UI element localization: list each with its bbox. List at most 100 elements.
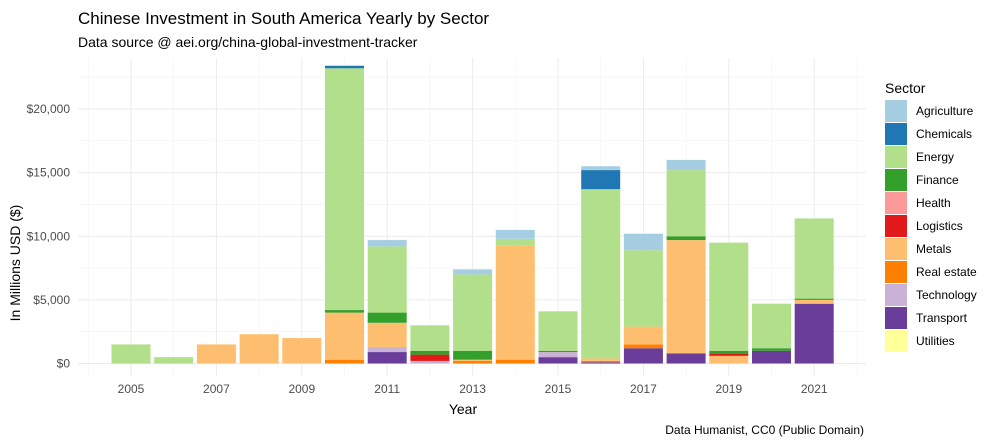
- legend-items: Agriculture Chemicals Energy Finance Health L…: [885, 100, 977, 352]
- bar-segment-energy: [581, 189, 621, 359]
- chart-title: Chinese Investment in South America Year…: [78, 9, 489, 28]
- bar-segment-metals: [495, 245, 535, 360]
- bars: [111, 65, 834, 364]
- bar-segment-metals: [239, 334, 279, 364]
- y-axis-title: In Millions USD ($): [7, 205, 23, 322]
- bar-segment-finance: [709, 350, 749, 354]
- bar-segment-agriculture: [453, 269, 493, 275]
- legend-label-transport: Transport: [916, 311, 968, 325]
- bar-segment-energy: [495, 238, 535, 246]
- legend-swatch-energy: [885, 146, 907, 168]
- y-tick-label: $0: [57, 357, 71, 371]
- bar-segment-metals: [666, 240, 706, 354]
- y-tick-label: $20,000: [27, 102, 71, 116]
- legend-swatch-logistics: [885, 215, 907, 237]
- bar-segment-energy: [623, 250, 663, 327]
- bar-segment-metals: [794, 299, 834, 304]
- bar-segment-finance: [325, 310, 364, 313]
- legend: Sector Agriculture Chemicals Energy Finance…: [885, 80, 977, 352]
- bar-segment-energy: [410, 325, 450, 351]
- chart-caption: Data Humanist, CC0 (Public Domain): [665, 423, 864, 437]
- x-tick-label: 2005: [118, 382, 145, 396]
- legend-swatch-metals: [885, 238, 907, 260]
- bar-segment-finance: [752, 348, 791, 351]
- bar-segment-agriculture: [495, 229, 535, 239]
- bar-segment-energy: [154, 357, 194, 364]
- legend-label-chemicals: Chemicals: [916, 127, 972, 141]
- legend-label-agriculture: Agriculture: [916, 104, 974, 118]
- legend-swatch-finance: [885, 169, 907, 191]
- bar-segment-transport: [666, 353, 706, 364]
- bar-segment-energy: [752, 303, 791, 349]
- legend-swatch-transport: [885, 307, 907, 329]
- y-tick-label: $5,000: [33, 293, 70, 307]
- y-tick-label: $15,000: [27, 166, 71, 180]
- bar-segment-energy: [666, 170, 706, 237]
- legend-swatch-real-estate: [885, 261, 907, 283]
- bar-segment-transport: [367, 352, 407, 364]
- legend-swatch-agriculture: [885, 100, 907, 122]
- legend-swatch-health: [885, 192, 907, 214]
- bar-segment-transport: [794, 303, 834, 364]
- bar-segment-metals: [581, 358, 621, 361]
- plot-panel: [78, 58, 866, 376]
- bar-segment-logistics: [709, 353, 749, 356]
- legend-swatch-technology: [885, 284, 907, 306]
- bar-segment-transport: [752, 350, 791, 364]
- bar-segment-energy: [538, 311, 578, 351]
- bar-segment-real-estate: [581, 360, 621, 363]
- bar-segment-real-estate: [495, 359, 535, 364]
- bar-segment-energy: [453, 274, 493, 351]
- bar-segment-technology: [410, 360, 450, 364]
- bar-segment-agriculture: [623, 233, 663, 251]
- bar-segment-metals: [453, 359, 493, 361]
- x-axis-ticks: 2005 2007 2009 2011 2013 2015 2017 2019 2021: [118, 382, 828, 396]
- x-tick-label: 2019: [715, 382, 742, 396]
- bar-segment-finance: [538, 350, 578, 353]
- x-tick-label: 2009: [288, 382, 315, 396]
- chart-subtitle: Data source @ aei.org/china-global-inves…: [78, 34, 418, 50]
- x-tick-label: 2013: [459, 382, 486, 396]
- bar-segment-chemicals: [581, 170, 621, 190]
- legend-label-real-estate: Real estate: [916, 265, 977, 279]
- y-axis-ticks: $0 $5,000 $10,000 $15,000 $20,000: [27, 102, 71, 371]
- x-tick-label: 2011: [374, 382, 400, 396]
- bar-segment-metals: [282, 338, 322, 364]
- legend-label-technology: Technology: [916, 288, 977, 302]
- bar-segment-finance: [410, 350, 450, 355]
- bar-segment-finance: [453, 350, 493, 360]
- x-tick-label: 2021: [801, 382, 828, 396]
- legend-label-metals: Metals: [916, 242, 951, 256]
- bar-segment-transport: [581, 362, 621, 364]
- bar-segment-logistics: [410, 354, 450, 361]
- bar-segment-agriculture: [581, 166, 621, 171]
- bar-segment-technology: [367, 346, 407, 353]
- bar-segment-agriculture: [367, 240, 407, 247]
- legend-label-health: Health: [916, 196, 951, 210]
- x-tick-label: 2017: [630, 382, 657, 396]
- bar-segment-finance: [794, 298, 834, 300]
- bar-segment-energy: [111, 344, 151, 364]
- bar-segment-transport: [538, 357, 578, 364]
- legend-title: Sector: [885, 80, 926, 96]
- legend-label-finance: Finance: [916, 173, 959, 187]
- bar-segment-finance: [666, 236, 706, 241]
- bar-segment-finance: [367, 312, 407, 323]
- legend-label-energy: Energy: [916, 150, 954, 164]
- bar-segment-transport: [623, 348, 663, 364]
- bar-segment-technology: [538, 352, 578, 358]
- bar-segment-energy: [794, 218, 834, 299]
- bar-segment-metals: [623, 326, 663, 345]
- bar-segment-energy: [709, 242, 749, 351]
- x-tick-label: 2007: [203, 382, 230, 396]
- bar-segment-real-estate: [453, 360, 493, 364]
- bar-segment-chemicals: [325, 65, 364, 69]
- bar-segment-real-estate: [325, 359, 364, 364]
- bar-segment-agriculture: [666, 159, 706, 171]
- x-axis-title: Year: [449, 401, 478, 417]
- legend-label-logistics: Logistics: [916, 219, 963, 233]
- y-tick-label: $10,000: [27, 229, 71, 243]
- bar-segment-metals: [709, 355, 749, 364]
- bar-segment-real-estate: [623, 344, 663, 349]
